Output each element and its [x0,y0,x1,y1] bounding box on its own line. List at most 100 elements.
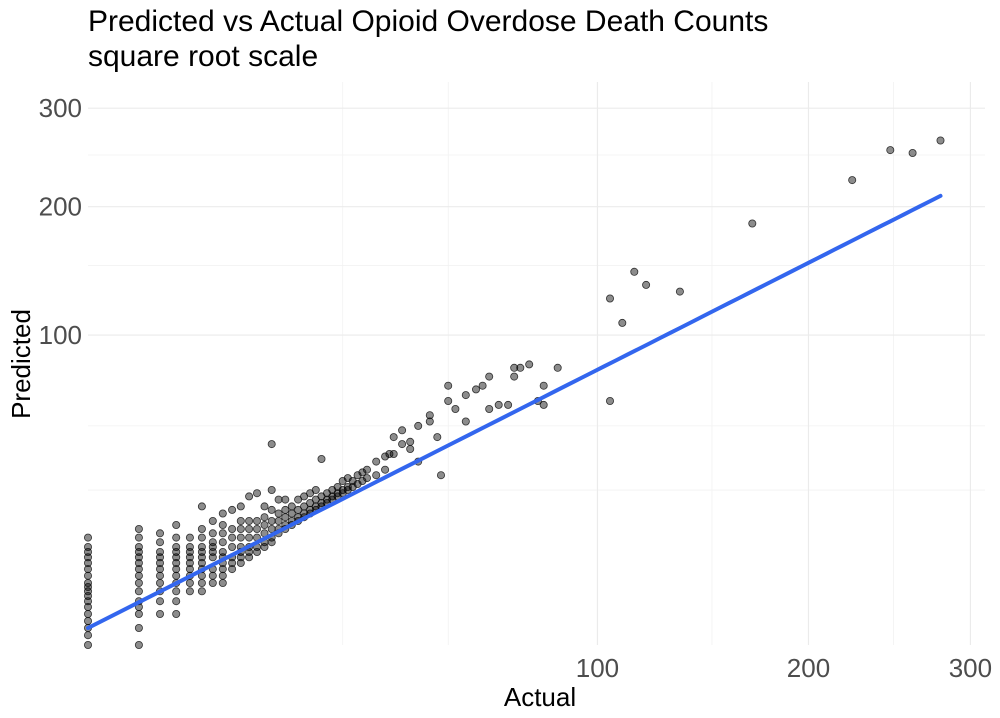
data-point [642,280,651,289]
data-point [274,517,283,526]
data-point [208,571,217,580]
data-point [381,465,390,474]
data-point [172,559,181,568]
data-point [353,479,362,488]
data-point [172,597,181,606]
data-point [155,610,164,619]
x-tick-label: 100 [576,653,619,683]
data-points [84,136,945,650]
data-point [362,474,371,483]
data-point [84,641,93,650]
data-point [134,610,143,619]
data-point [406,444,415,453]
data-point [134,533,143,542]
data-point [372,471,381,480]
data-point [311,485,320,494]
data-point [236,533,245,542]
data-point [539,400,548,409]
data-point [245,517,254,526]
data-point [236,517,245,526]
data-point [84,603,93,612]
data-point [748,219,757,228]
data-point [294,495,303,504]
data-point [208,517,217,526]
data-point [406,437,415,446]
data-point [389,433,398,442]
data-point [134,571,143,580]
data-point [84,631,93,640]
data-point [274,509,283,518]
data-point [267,517,276,526]
data-point [134,565,143,574]
y-axis-title: Predicted [6,309,36,419]
data-point [908,148,917,157]
data-point [471,385,480,394]
data-point [936,136,945,145]
data-point [197,543,206,552]
data-point [294,505,303,514]
data-point [208,529,217,538]
data-point [155,548,164,557]
data-point [218,538,227,547]
data-point [260,513,269,522]
data-point [185,579,194,588]
data-point [414,421,423,430]
data-point [84,583,93,592]
data-point [353,471,362,480]
data-point [245,492,254,501]
data-point [494,400,503,409]
data-point [504,400,513,409]
data-point [197,587,206,596]
data-point [197,525,206,534]
data-point [208,579,217,588]
data-point [606,294,615,303]
data-point [197,502,206,511]
data-point [134,587,143,596]
data-point [218,548,227,557]
data-point [134,641,143,650]
data-point [84,571,93,580]
grid [88,82,985,645]
data-point [461,417,470,426]
data-point [451,404,460,413]
data-point [155,538,164,547]
data-point [172,565,181,574]
data-point [218,571,227,580]
data-point [197,579,206,588]
data-point [228,525,237,534]
data-point [252,517,261,526]
data-point [516,363,525,372]
data-point [172,533,181,542]
data-point [425,411,434,420]
data-point [185,559,194,568]
data-point [84,565,93,574]
data-point [185,533,194,542]
data-point [260,502,269,511]
chart-subtitle: square root scale [88,40,318,73]
data-point [267,440,276,449]
data-point [218,579,227,588]
data-point [155,559,164,568]
y-tick-label: 100 [39,320,82,350]
data-point [236,525,245,534]
data-point [155,529,164,538]
x-tick-label: 200 [787,653,830,683]
data-point [848,176,857,185]
data-point [485,372,494,381]
data-point [267,538,276,547]
data-point [389,449,398,458]
chart-title: Predicted vs Actual Opioid Overdose Deat… [88,5,768,38]
data-point [281,513,290,522]
data-point [185,543,194,552]
data-point [281,505,290,514]
data-point [155,565,164,574]
data-point [618,318,627,327]
data-point [281,495,290,504]
fit-line-group [86,193,943,630]
data-point [630,267,639,276]
data-point [84,559,93,568]
data-point [228,533,237,542]
data-point [525,360,534,369]
data-point [398,440,407,449]
